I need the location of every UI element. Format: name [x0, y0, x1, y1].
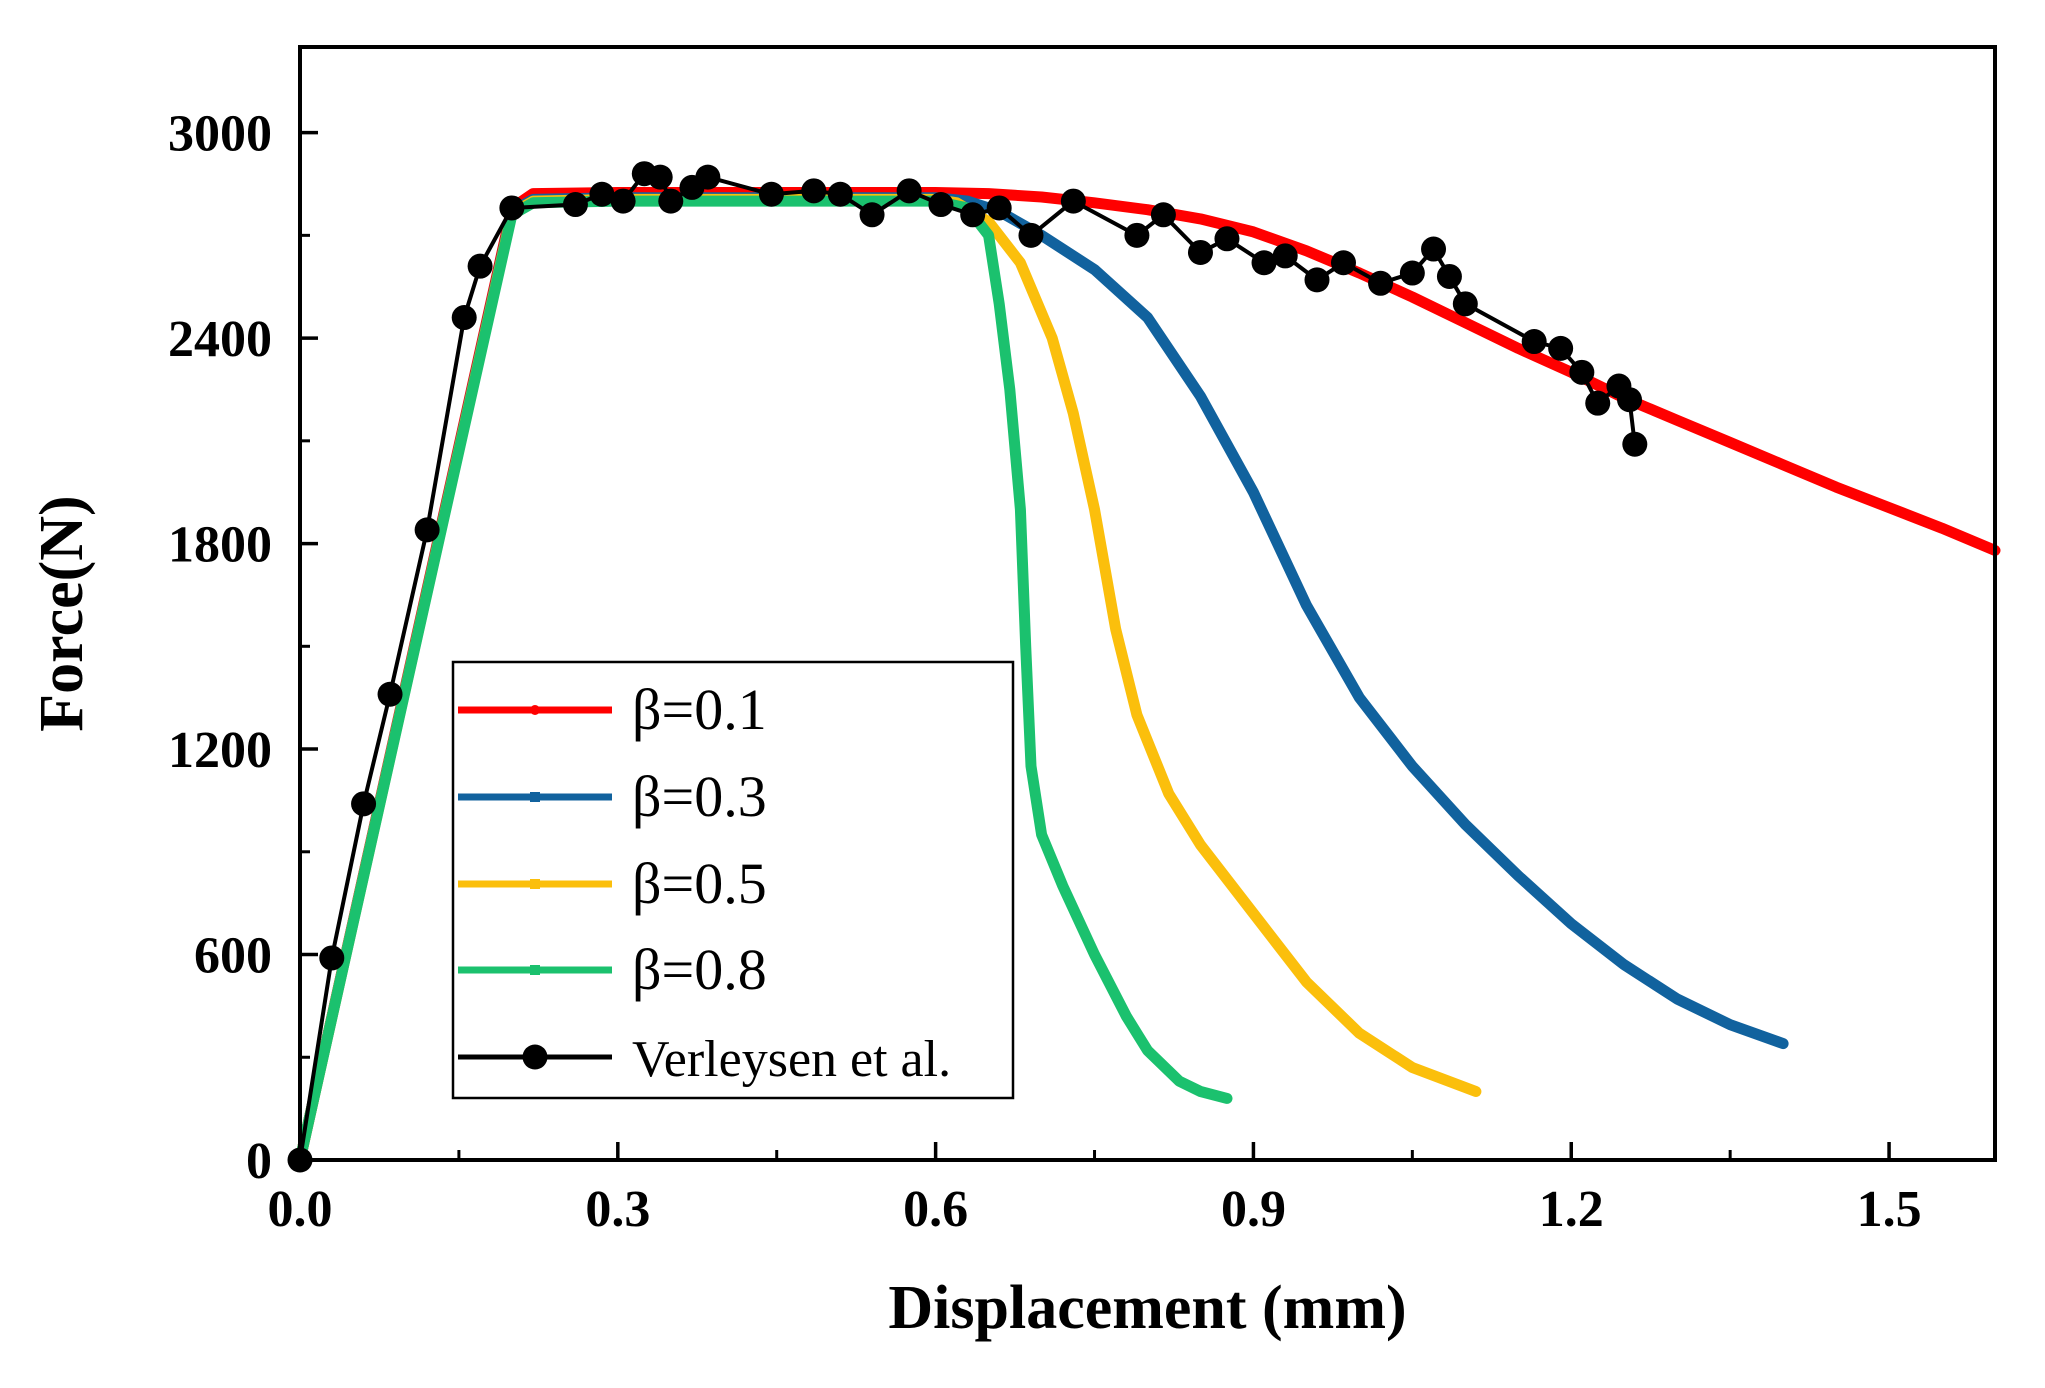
legend-item: β=0.8 [458, 937, 767, 1002]
legend-swatch-marker [530, 879, 540, 889]
legend-label: β=0.8 [632, 937, 767, 1002]
x-tick-label: 0.3 [585, 1181, 650, 1238]
x-tick-label: 0.9 [1221, 1181, 1286, 1238]
legend-label: β=0.5 [632, 851, 767, 916]
data-point-verleysen-et-al [758, 181, 784, 207]
data-point-verleysen-et-al [960, 202, 986, 228]
legend-item: β=0.5 [458, 851, 767, 916]
data-point-verleysen-et-al [928, 192, 954, 218]
data-point-verleysen-et-al [1060, 188, 1086, 214]
legend-label: β=0.1 [632, 677, 767, 742]
series-layer [287, 161, 2001, 1173]
data-point-verleysen-et-al [1368, 270, 1394, 296]
data-point-verleysen-et-al [1521, 329, 1547, 355]
data-point-verleysen-et-al [414, 517, 440, 543]
series-line-verleysen-et-al [298, 171, 1637, 1162]
data-point-verleysen-et-al [1548, 335, 1574, 361]
x-tick-label: 0.6 [903, 1181, 968, 1238]
x-tick-label: 0.0 [268, 1181, 333, 1238]
data-point-verleysen-et-al [467, 253, 493, 279]
data-point-verleysen-et-al [1622, 431, 1648, 457]
labels-layer: 0.0 0.3 0.6 0.9 1.2 1.5 0 600 1200 1800 2400 3000 [168, 106, 1922, 1238]
x-axis-title: Displacement (mm) [888, 1274, 1406, 1342]
plot-frame [298, 45, 1997, 1162]
data-point-verleysen-et-al [1272, 243, 1298, 269]
data-point-verleysen-et-al [658, 188, 684, 214]
ticks-layer [298, 130, 1891, 1162]
legend-item: Verleysen et al. [458, 1031, 951, 1088]
data-point-verleysen-et-al [1187, 239, 1213, 265]
data-point-verleysen-et-al [1569, 359, 1595, 385]
data-point-verleysen-et-al [1399, 260, 1425, 286]
data-point-verleysen-et-al [1421, 236, 1447, 262]
legend-label: β=0.3 [632, 764, 767, 829]
data-point-verleysen-et-al [1436, 263, 1462, 289]
y-tick-label: 1200 [168, 722, 272, 779]
data-point-verleysen-et-al [1018, 222, 1044, 248]
legend-box [451, 660, 1015, 1100]
data-point-verleysen-et-al [377, 681, 403, 707]
legend-swatch-marker [522, 1044, 548, 1070]
data-point-verleysen-et-al [562, 192, 588, 218]
y-tick-label: 0 [246, 1133, 272, 1190]
legend-label: Verleysen et al. [632, 1031, 951, 1088]
data-point-verleysen-et-al [695, 164, 721, 190]
data-point-verleysen-et-al [1150, 202, 1176, 228]
data-point-verleysen-et-al [589, 181, 615, 207]
legend: β=0.1 β=0.3 β=0.5 β=0.8 Verleysen et al. [451, 660, 1015, 1100]
y-tick-label: 600 [194, 928, 272, 985]
data-point-verleysen-et-al [1585, 390, 1611, 416]
data-point-verleysen-et-al [1330, 250, 1356, 276]
data-point-verleysen-et-al [801, 178, 827, 204]
data-point-verleysen-et-al [1251, 250, 1277, 276]
legend-swatch-marker [530, 965, 540, 975]
legend-item: β=0.1 [458, 677, 767, 742]
data-point-verleysen-et-al [1617, 387, 1643, 413]
x-tick-label: 1.2 [1539, 1181, 1604, 1238]
y-axis-title: Force(N) [28, 495, 96, 731]
data-point-verleysen-et-al [499, 195, 525, 221]
data-point-verleysen-et-al [1214, 226, 1240, 252]
y-tick-label: 1800 [168, 517, 272, 574]
data-point-verleysen-et-al [319, 945, 345, 971]
data-point-verleysen-et-al [1124, 222, 1150, 248]
legend-items: β=0.1 β=0.3 β=0.5 β=0.8 Verleysen et al. [458, 677, 951, 1088]
y-tick-label: 2400 [168, 311, 272, 368]
y-tick-label: 3000 [168, 106, 272, 163]
legend-swatch-marker [530, 705, 540, 715]
data-point-verleysen-et-al [647, 164, 673, 190]
data-point-verleysen-et-al [896, 178, 922, 204]
data-point-verleysen-et-al [610, 188, 636, 214]
data-point-verleysen-et-al [1452, 291, 1478, 317]
legend-swatch-marker [530, 792, 540, 802]
data-point-verleysen-et-al [451, 305, 477, 331]
data-point-verleysen-et-al [986, 195, 1012, 221]
legend-item: β=0.3 [458, 764, 767, 829]
data-point-verleysen-et-al [1304, 267, 1330, 293]
x-tick-label: 1.5 [1857, 1181, 1922, 1238]
data-point-verleysen-et-al [827, 181, 853, 207]
data-point-verleysen-et-al [351, 791, 377, 817]
data-point-verleysen-et-al [859, 202, 885, 228]
